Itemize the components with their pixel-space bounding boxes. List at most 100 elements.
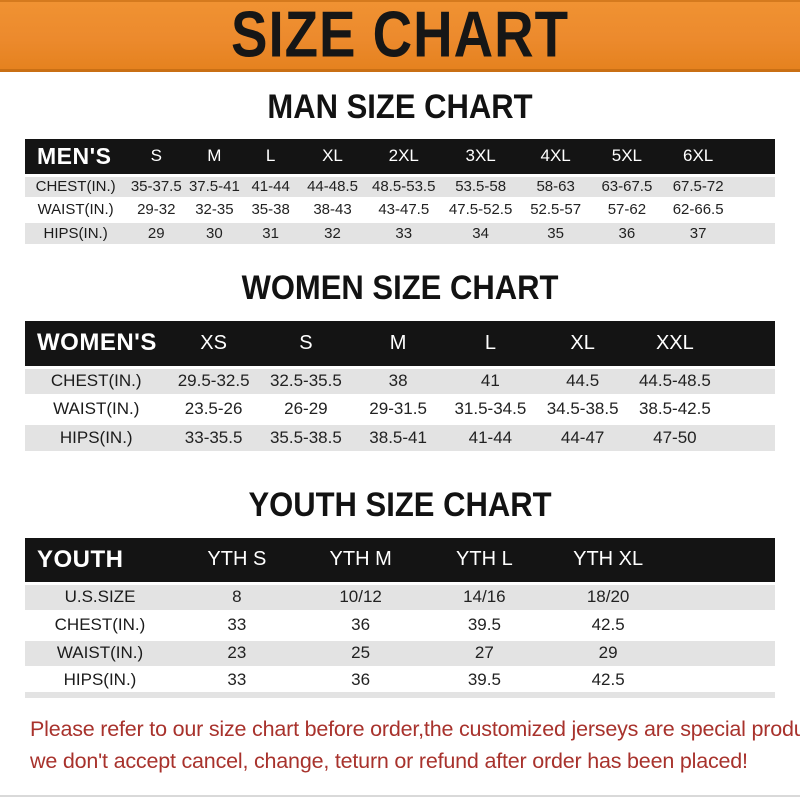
men-size-table: MEN'S S M L XL 2XL 3XL 4XL 5XL 6XL CHEST(IN.) 35-37… [25,139,775,244]
table-row: HIPS(IN.) 33-35.5 35.5-38.5 38.5-41 41-44 44-… [25,423,775,451]
bottom-edge-divider [0,795,800,797]
size-value: 38.5-41 [369,427,427,447]
size-value: 37 [689,224,707,242]
size-value: 58-63 [536,178,575,195]
column-header: YTH XL [573,548,644,571]
table-header-row: MEN'S S M L XL 2XL 3XL 4XL 5XL 6XL [25,139,775,175]
size-value: 33 [395,224,413,242]
column-header: XL [570,331,595,354]
filler-cell [734,221,775,244]
banner-title: SIZE CHART [231,0,569,72]
filler-cell [670,538,775,583]
size-value: 44-47 [560,427,605,447]
size-value: 42.5 [591,670,625,690]
size-chart-banner: SIZE CHART [0,0,800,72]
column-header: YTH L [456,548,513,571]
table-row: CHEST(IN.) 29.5-32.5 32.5-35.5 38 41 44.5 44.5… [25,367,775,395]
size-value: 29 [598,643,618,662]
section-heading-women: WOMEN SIZE CHART [241,267,559,308]
table-corner-label: MEN'S [37,142,112,169]
size-value: 30 [206,224,223,242]
size-value: 39.5 [467,670,501,690]
size-value: 35-37.5 [130,178,182,195]
size-value: 14/16 [463,587,506,606]
size-value: 42.5 [591,615,625,634]
disclaimer-line-2: we don't accept cancel, change, teturn o… [30,748,748,773]
women-size-table: WOMEN'S XS S M L XL XXL CHEST(IN.) 29.5-32.5 32.5… [25,321,775,451]
filler-cell [670,583,775,611]
size-value: 44-48.5 [307,178,358,195]
size-value: 63-67.5 [601,178,653,195]
section-heading-man: MAN SIZE CHART [267,86,533,127]
size-value: 43-47.5 [378,201,430,218]
column-header: 2XL [388,146,419,166]
size-value: 27 [474,643,494,662]
table-row: WAIST(IN.) 23.5-26 26-29 29-31.5 31.5-34.5 34… [25,395,775,423]
size-value: 33 [227,670,247,690]
size-value: 53.5-58 [455,178,507,195]
size-value: 33-35.5 [184,427,243,447]
size-value: 23.5-26 [184,399,243,418]
size-value: 29.5-32.5 [177,371,250,390]
size-value: 23 [227,643,247,662]
filler-cell [721,395,775,423]
filler-cell [721,423,775,451]
size-value: 41 [480,371,500,390]
size-value: 67.5-72 [672,178,724,195]
youth-size-table: YOUTH YTH S YTH M YTH L YTH XL U.S.SIZE 8 10/12… [25,538,775,698]
column-header: XS [200,331,227,354]
size-value: 25 [351,643,371,662]
size-value: 35.5-38.5 [269,427,342,447]
column-header: L [265,146,276,166]
column-header: S [150,146,162,166]
table-row: CHEST(IN.) 35-37.5 37.5-41 41-44 44-48.5 48.5… [25,175,775,198]
size-value: 26-29 [284,399,328,418]
table-row: U.S.SIZE 8 10/12 14/16 18/20 [25,583,775,611]
table-header-row: WOMEN'S XS S M L XL XXL [25,321,775,367]
table-row: WAIST(IN.) 23 25 27 29 [25,639,775,667]
size-value: 41-44 [251,178,290,195]
filler-cell [721,321,775,367]
column-header: 5XL [611,146,642,166]
size-value: 33 [227,615,247,634]
size-value: 32-35 [195,201,234,218]
table-row: CHEST(IN.) 33 36 39.5 42.5 [25,611,775,639]
section-heading-youth: YOUTH SIZE CHART [248,484,552,525]
size-value: 37.5-41 [188,178,240,195]
size-value: 47.5-52.5 [448,201,513,218]
size-value: 38-43 [313,201,352,218]
size-value: 29-32 [137,201,176,218]
column-header: S [299,331,313,354]
filler-cell [670,667,775,695]
size-value: 18/20 [586,587,630,606]
row-label: WAIST(IN.) [56,643,144,662]
column-header: YTH S [207,548,267,571]
size-value: 31 [262,224,279,242]
row-label: WAIST(IN.) [37,201,114,218]
size-value: 39.5 [467,615,501,634]
row-label: HIPS(IN.) [59,427,133,447]
column-header: 3XL [465,146,496,166]
column-header: XL [322,146,343,166]
size-value: 32.5-35.5 [269,371,342,390]
size-value: 32 [324,224,341,242]
column-header: XXL [655,331,694,354]
size-value: 34.5-38.5 [546,399,619,418]
row-label: U.S.SIZE [64,587,136,606]
size-value: 57-62 [607,201,647,218]
table-corner-label: YOUTH [37,545,124,573]
size-value: 36 [351,670,371,690]
size-value: 36 [618,224,636,242]
size-value: 44.5 [566,371,600,390]
size-value: 38 [388,371,408,390]
column-header: M [207,146,222,166]
size-value: 48.5-53.5 [372,178,436,195]
filler-cell [670,611,775,639]
table-row: WAIST(IN.) 29-32 32-35 35-38 38-43 43-47.5 47.… [25,198,775,221]
disclaimer-line-1: Please refer to our size chart before or… [30,717,800,741]
size-value: 47-50 [653,427,697,447]
filler-cell [734,175,775,198]
filler-cell [734,198,775,221]
filler-cell [734,139,775,175]
table-header-row: YOUTH YTH S YTH M YTH L YTH XL [25,538,775,583]
